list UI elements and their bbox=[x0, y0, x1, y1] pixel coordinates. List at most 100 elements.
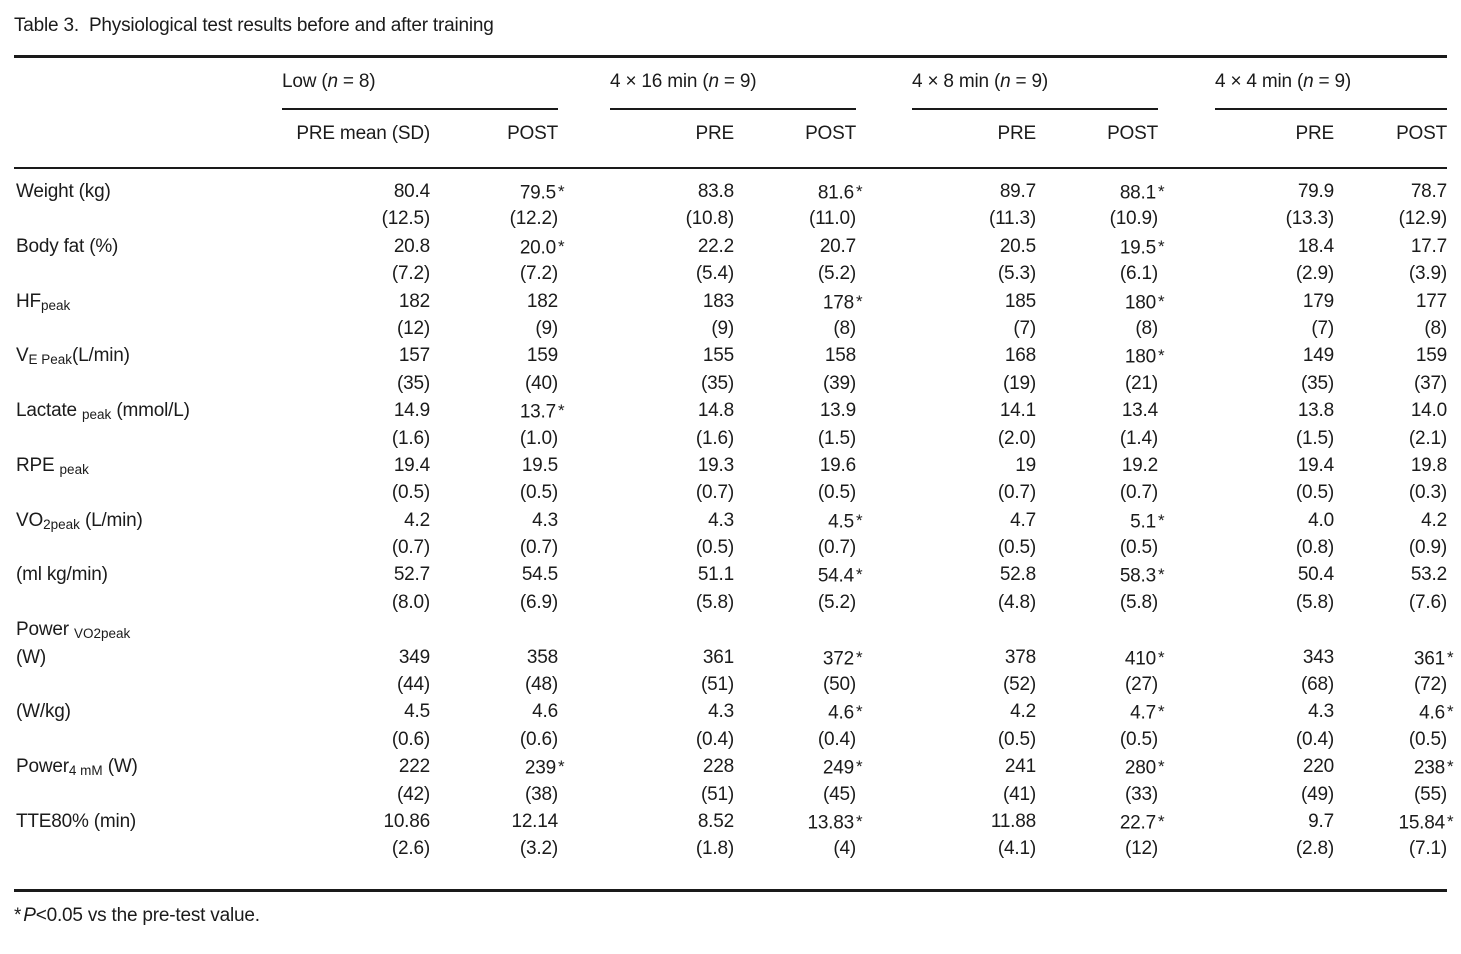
mean-value: 4.0 bbox=[1308, 509, 1334, 531]
sd-value: (13.3) bbox=[1285, 208, 1335, 230]
value-cell: 52.7 (8.0) bbox=[280, 561, 430, 616]
italic-n: n bbox=[1303, 71, 1314, 92]
value-cell: 182 (12) bbox=[280, 288, 430, 343]
mean-value: 8.52 bbox=[697, 810, 734, 832]
subscript: 4 mM bbox=[68, 763, 103, 779]
table-number: Table 3. bbox=[14, 15, 79, 36]
value-cell: 185 (7) bbox=[856, 288, 1036, 343]
mean-value: 22.2 bbox=[697, 235, 734, 257]
sd-value: (8) bbox=[1424, 317, 1447, 339]
mean-value: 238 * bbox=[1413, 757, 1454, 779]
sd-value: (0.7) bbox=[695, 482, 734, 504]
row-label: (W/kg) bbox=[16, 701, 71, 723]
subscript: E Peak bbox=[28, 352, 73, 368]
mean-value: 5.1 * bbox=[1130, 510, 1165, 533]
value-cell: 79.5 * (12.2) bbox=[430, 178, 565, 233]
value-cell: 5.1 * (0.5) bbox=[1036, 507, 1165, 562]
sd-value: (6.9) bbox=[519, 591, 558, 613]
value-cell: 222 (42) bbox=[280, 753, 430, 808]
mean-value: 13.83 * bbox=[807, 811, 863, 834]
sd-value: (2.9) bbox=[1295, 263, 1334, 285]
mean-value: 372 * bbox=[822, 647, 863, 669]
table-caption: Physiological test results before and af… bbox=[88, 15, 494, 36]
value-cell: 358 (48) bbox=[430, 616, 558, 698]
value-cell: 14.1 (2.0) bbox=[856, 397, 1036, 452]
sd-value: (12) bbox=[397, 317, 430, 339]
mean-value: 19.4 bbox=[1297, 454, 1334, 476]
sd-value: (0.7) bbox=[519, 537, 558, 559]
value-cell: 4.2 (0.5) bbox=[856, 698, 1036, 753]
sd-value: (42) bbox=[397, 783, 430, 805]
table-row: Weight (kg) 80.4 (12.5) 79.5 * (12.2) 83.8 (10.… bbox=[14, 178, 1447, 233]
italic-n: n bbox=[708, 71, 719, 92]
value-cell: 19.2 (0.7) bbox=[1036, 452, 1158, 507]
table-row: (W/kg) 4.5 (0.6) 4.6 (0.6) 4.3 (0.4) 4.6 * (0.4) 4… bbox=[14, 698, 1454, 753]
table-row: VE Peak(L/min) 157 (35) 159 (40) 155 (35) 158 (3… bbox=[14, 342, 1447, 397]
value-cell: 241 (41) bbox=[856, 753, 1036, 808]
sd-value: (0.5) bbox=[817, 482, 856, 504]
sd-value: (0.5) bbox=[1119, 728, 1158, 750]
sd-value: (7.2) bbox=[391, 263, 430, 285]
value-cell: 4.2 (0.9) bbox=[1334, 507, 1447, 562]
table-row: Power4 mM (W) 222 (42) 239 * (38) 228 (51) 249 * (… bbox=[14, 753, 1454, 808]
mean-value: 19 bbox=[1015, 454, 1036, 476]
sd-value: (51) bbox=[701, 783, 734, 805]
mean-value: 378 bbox=[1004, 646, 1036, 668]
table-row: Power VO2peak (W) 349 (44) 358 (48) 361 (51) 372… bbox=[14, 616, 1454, 698]
value-cell: 50.4 (5.8) bbox=[1158, 561, 1334, 616]
sd-value: (0.5) bbox=[997, 537, 1036, 559]
mean-value: 20.7 bbox=[819, 235, 856, 257]
sd-value: (0.8) bbox=[1295, 537, 1334, 559]
sd-value: (5.8) bbox=[695, 591, 734, 613]
value-cell: 79.9 (13.3) bbox=[1158, 178, 1335, 233]
sd-value: (11.3) bbox=[988, 208, 1036, 230]
value-cell: 155 (35) bbox=[558, 342, 734, 397]
group-header-4x8: 4 × 8 min (n = 9) bbox=[856, 68, 1158, 110]
mean-value: 4.3 bbox=[708, 509, 734, 531]
value-cell: 13.9 (1.5) bbox=[734, 397, 856, 452]
value-cell: 14.9 (1.6) bbox=[280, 397, 430, 452]
sd-value: (50) bbox=[823, 674, 856, 696]
sd-value: (41) bbox=[1003, 783, 1036, 805]
sd-value: (0.5) bbox=[695, 537, 734, 559]
value-cell: 80.4 (12.5) bbox=[280, 178, 431, 233]
value-cell: 4.3 (0.4) bbox=[558, 698, 734, 753]
sd-value: (19) bbox=[1003, 372, 1036, 394]
mean-value: 14.8 bbox=[697, 400, 734, 422]
value-cell: 18.4 (2.9) bbox=[1158, 233, 1334, 288]
sd-value: (21) bbox=[1125, 372, 1158, 394]
sd-value: (0.9) bbox=[1408, 537, 1447, 559]
value-cell: 410 * (27) bbox=[1036, 616, 1165, 698]
group-header-row: Low (n = 8) 4 × 16 min (n = 9) 4 × 8 min… bbox=[14, 58, 1447, 110]
mean-value: 4.7 bbox=[1010, 509, 1036, 531]
sd-value: (1.4) bbox=[1119, 427, 1158, 449]
row-label: VE Peak(L/min) bbox=[16, 345, 130, 368]
mean-value: 19.2 bbox=[1121, 454, 1158, 476]
mean-value: 168 bbox=[1004, 345, 1036, 367]
value-cell: 157 (35) bbox=[280, 342, 430, 397]
mean-value: 4.2 bbox=[404, 509, 430, 531]
mean-value: 349 bbox=[398, 646, 430, 668]
value-cell: 9.7 (2.8) bbox=[1158, 808, 1334, 863]
sd-value: (3.2) bbox=[519, 838, 558, 860]
mean-value: 83.8 bbox=[697, 181, 734, 202]
value-cell: 4.6 * (0.4) bbox=[734, 698, 863, 753]
table-row: HFpeak 182 (12) 182 (9) 183 (9) 178 * (8) 185 (7) 18… bbox=[14, 288, 1447, 343]
row-label: HFpeak bbox=[16, 290, 71, 313]
column-header-pre: PRE bbox=[1295, 123, 1335, 144]
mean-value: 182 bbox=[398, 290, 430, 312]
sd-value: (49) bbox=[1301, 783, 1334, 805]
sd-value: (12) bbox=[1125, 838, 1158, 860]
mean-value: 4.3 bbox=[532, 509, 558, 531]
sd-value: (1.5) bbox=[1295, 427, 1334, 449]
sd-value: (37) bbox=[1414, 372, 1447, 394]
mean-value: 15.84 * bbox=[1398, 811, 1454, 834]
header-rule bbox=[14, 167, 1447, 169]
mean-value: 358 bbox=[526, 646, 558, 668]
value-cell: 4.7 (0.5) bbox=[856, 507, 1036, 562]
table-row: TTE80% (min) 10.86 (2.6) 12.14 (3.2) 8.52 (1.8… bbox=[14, 808, 1454, 863]
value-cell: 220 (49) bbox=[1158, 753, 1334, 808]
mean-value: 183 bbox=[702, 290, 734, 312]
sd-value: (8) bbox=[833, 317, 856, 339]
value-cell: 361 (51) bbox=[558, 616, 734, 698]
